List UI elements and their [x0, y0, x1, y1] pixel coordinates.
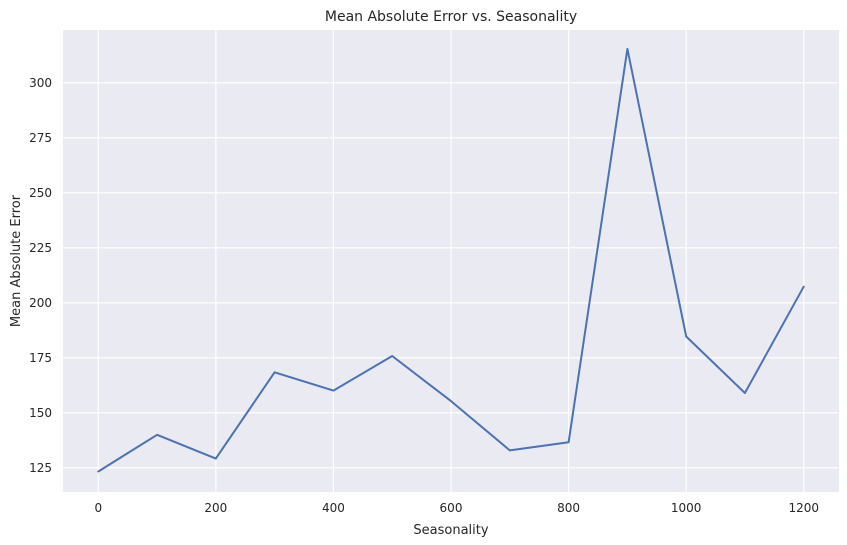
y-tick-label: 225 — [29, 241, 52, 255]
y-tick-label: 300 — [29, 76, 52, 90]
x-tick-label: 1200 — [788, 501, 819, 515]
series-layer — [97, 47, 805, 473]
x-axis-title: Seasonality — [413, 523, 488, 538]
y-tick-label: 275 — [29, 131, 52, 145]
x-tick-label: 600 — [440, 501, 463, 515]
y-tick-label: 200 — [29, 296, 52, 310]
x-tick-label: 200 — [204, 501, 227, 515]
y-tick-label: 150 — [29, 406, 52, 420]
tick-labels: 0 200 400 600 800 1000 1200 125 150 175 200 225 250 2… — [29, 76, 819, 515]
y-tick-label: 125 — [29, 461, 52, 475]
y-tick-label: 250 — [29, 186, 52, 200]
x-tick-label: 400 — [322, 501, 345, 515]
chart-title: Mean Absolute Error vs. Seasonality — [325, 9, 577, 25]
series-line — [97, 47, 805, 473]
x-tick-label: 800 — [557, 501, 580, 515]
y-axis-title: Mean Absolute Error — [9, 194, 24, 327]
x-tick-label: 1000 — [671, 501, 702, 515]
x-tick-label: 0 — [94, 501, 102, 515]
y-tick-label: 175 — [29, 351, 52, 365]
